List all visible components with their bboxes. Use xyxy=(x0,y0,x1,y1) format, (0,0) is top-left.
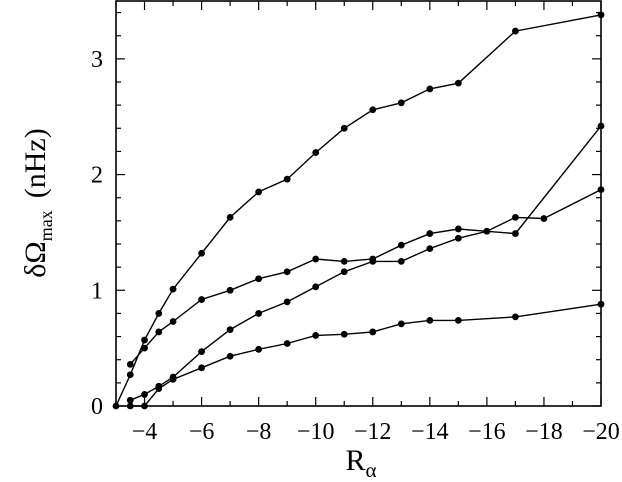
series-3-point xyxy=(283,298,291,306)
series-1-point xyxy=(198,249,205,257)
series-1-point xyxy=(369,106,377,114)
y-tick-label: 0 xyxy=(91,394,103,420)
series-1-point xyxy=(255,188,263,196)
x-tick-label: −14 xyxy=(411,419,449,445)
y-axis-title: δΩmax (nHz) xyxy=(19,128,56,277)
plot-frame xyxy=(115,0,602,407)
series-2-point xyxy=(126,360,134,368)
series-3-point xyxy=(340,268,348,276)
x-tick-label: −12 xyxy=(354,419,392,445)
series-1-point xyxy=(397,99,405,107)
series-4-point xyxy=(512,313,519,321)
series-2-point xyxy=(426,230,434,237)
series-3-point xyxy=(141,391,148,398)
series-2-point xyxy=(454,225,462,233)
series-2-point xyxy=(255,275,263,283)
series-4-point xyxy=(226,352,234,360)
series-layer xyxy=(112,11,605,410)
series-4-point xyxy=(283,340,291,347)
x-axis-title-main: R xyxy=(345,444,365,477)
y-tick-label: 3 xyxy=(91,47,103,73)
x-tick-label: −6 xyxy=(189,419,215,445)
series-3-point xyxy=(512,230,519,237)
series-4-point xyxy=(397,320,405,328)
series-4-line xyxy=(130,303,602,407)
series-1-point xyxy=(126,371,134,379)
series-4-point xyxy=(369,328,377,336)
series-3-point xyxy=(312,283,320,291)
series-2-point xyxy=(397,241,405,249)
series-3-point xyxy=(426,245,434,253)
series-1-line xyxy=(115,14,602,407)
series-2-point xyxy=(540,215,548,222)
series-1-point xyxy=(226,213,234,221)
series-4-point xyxy=(454,316,462,324)
y-tick-label: 2 xyxy=(91,163,103,189)
series-4-point xyxy=(340,330,348,338)
series-2-point xyxy=(169,318,177,325)
series-3-point xyxy=(255,310,263,317)
series-2-point xyxy=(198,296,205,303)
series-3-point xyxy=(126,396,134,404)
x-tick-label: −8 xyxy=(246,419,272,445)
series-1-point xyxy=(426,85,434,93)
series-2-point xyxy=(155,328,163,336)
x-tick-label: −20 xyxy=(582,419,620,445)
series-1-point xyxy=(283,175,291,183)
series-1-point xyxy=(155,310,163,317)
series-4-point xyxy=(312,332,320,339)
series-1-point xyxy=(141,336,148,344)
tick-labels: −4 −6 −8 −10 −12 −14 −16 −18 −20 0 1 2 3 xyxy=(91,47,620,445)
y-axis-title-unit: (nHz) xyxy=(19,128,52,198)
series-4-point xyxy=(198,364,205,372)
series-1-point xyxy=(512,27,519,35)
series-1-point xyxy=(340,124,348,132)
series-2-point xyxy=(512,213,519,221)
series-3-point xyxy=(226,326,234,334)
series-2-point xyxy=(226,286,234,294)
x-tick-label: −16 xyxy=(468,419,506,445)
x-tick-label: −18 xyxy=(525,419,563,445)
series-2-point xyxy=(141,344,148,352)
series-3-point xyxy=(198,348,205,356)
series-2-point xyxy=(340,257,348,265)
x-axis-title-sub: α xyxy=(366,458,377,482)
series-4-point xyxy=(426,316,434,324)
series-1-point xyxy=(454,79,462,87)
series-3-point xyxy=(369,257,377,265)
series-4-point xyxy=(255,345,263,353)
y-tick-label: 1 xyxy=(91,278,103,304)
x-axis-title: Rα xyxy=(345,444,376,482)
series-1-point xyxy=(169,285,177,293)
series-1-point xyxy=(312,149,320,156)
series-3-point xyxy=(397,257,405,265)
axis-ticks xyxy=(115,1,602,407)
y-axis-title-sub: max xyxy=(36,210,56,241)
x-tick-label: −4 xyxy=(132,419,158,445)
series-2-point xyxy=(312,255,320,263)
series-4-point xyxy=(169,375,177,383)
x-tick-label: −10 xyxy=(297,419,335,445)
series-4-point xyxy=(155,385,163,393)
series-3-point xyxy=(483,227,491,235)
series-3-line xyxy=(130,125,602,401)
series-2-point xyxy=(283,268,291,276)
y-axis-title-main: δΩ xyxy=(19,241,52,277)
series-3-point xyxy=(454,234,462,242)
